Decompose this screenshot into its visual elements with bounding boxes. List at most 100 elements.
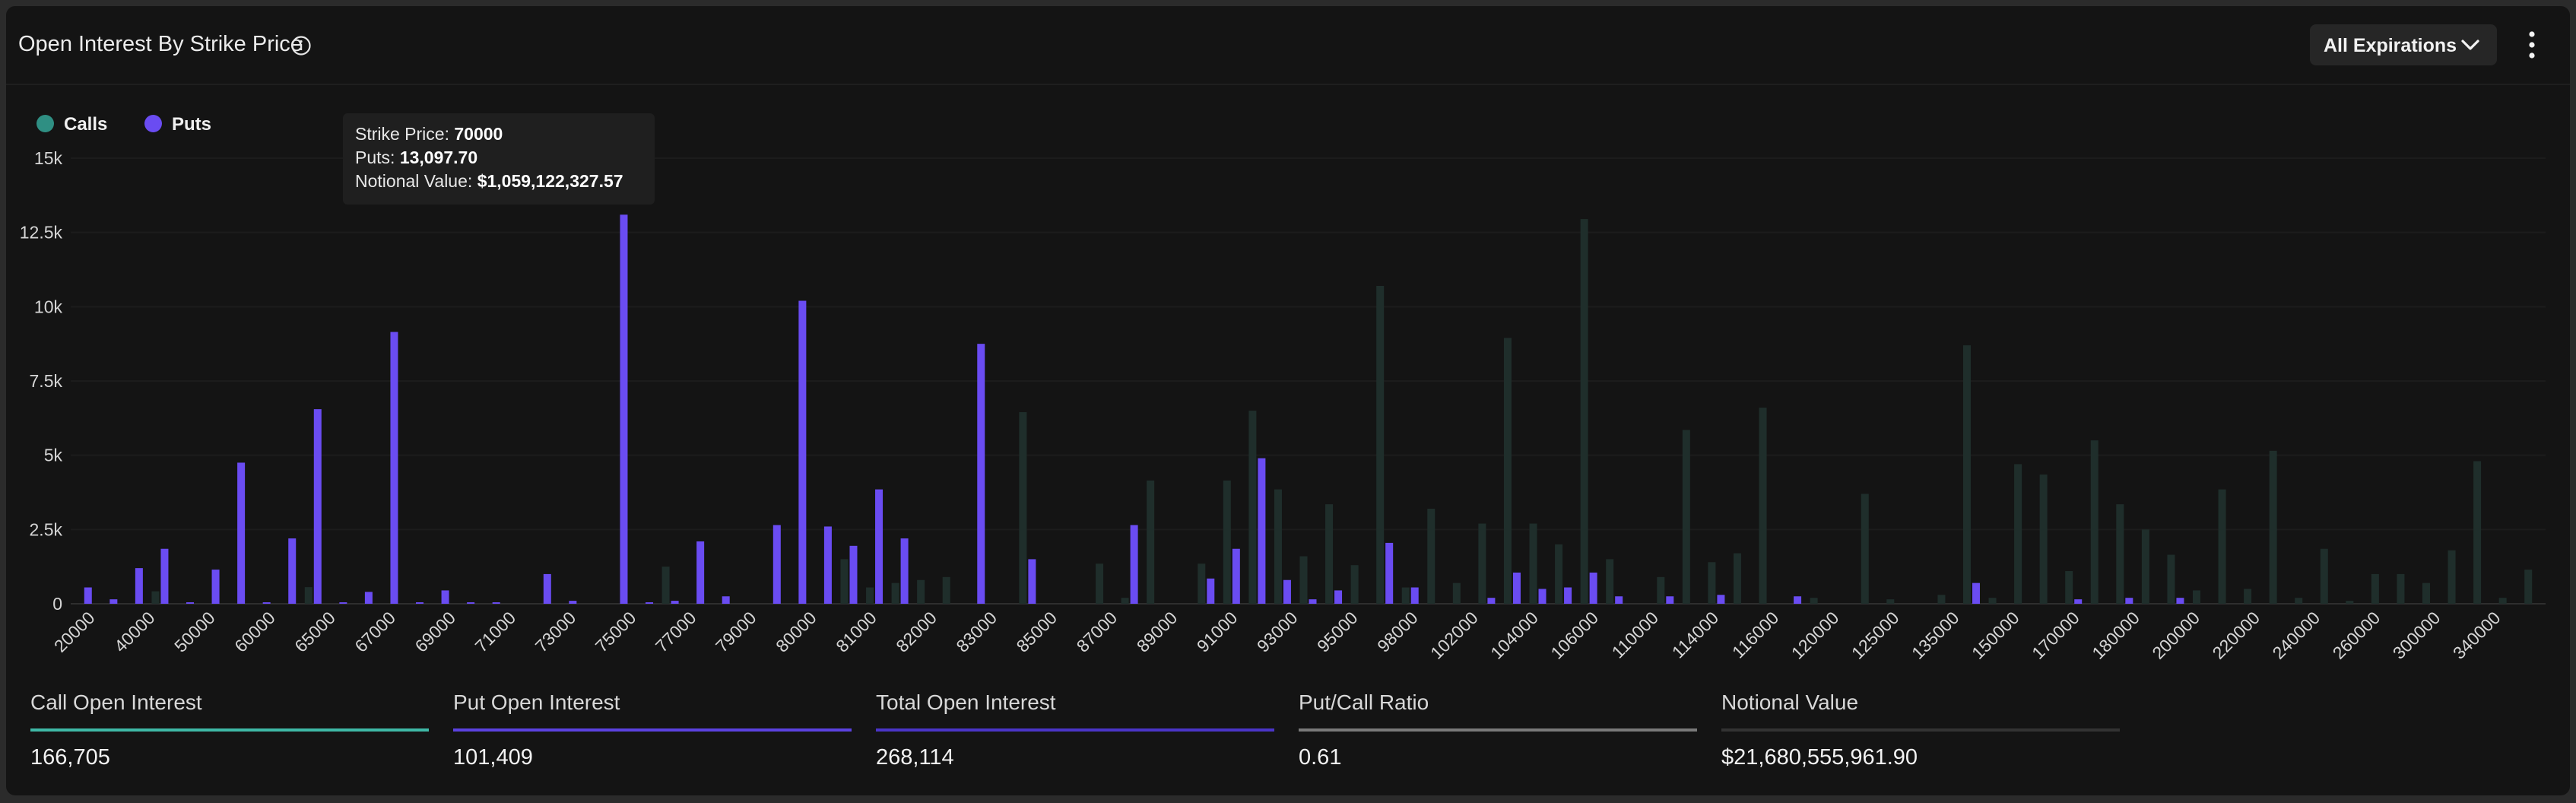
puts-bar — [237, 462, 246, 604]
x-tick-label: 260000 — [2329, 608, 2384, 663]
calls-bar — [1147, 480, 1155, 604]
puts-bar — [135, 568, 143, 604]
x-tick-label: 340000 — [2449, 608, 2505, 663]
calls-bar — [2422, 582, 2430, 604]
puts-bar — [1512, 572, 1521, 604]
puts-bar — [160, 548, 169, 604]
chart-title: Open Interest By Strike Price — [18, 32, 303, 56]
calls-bar — [2218, 489, 2226, 604]
x-tick-label: 79000 — [712, 608, 760, 656]
summary-stats: Call Open Interest 166,705 Put Open Inte… — [6, 690, 2570, 789]
puts-bar — [2176, 598, 2184, 604]
chevron-down-icon — [2461, 40, 2479, 50]
calls-bar — [1299, 556, 1308, 604]
puts-bar — [696, 541, 705, 604]
x-tick-label: 106000 — [1547, 608, 1602, 663]
calls-bar — [1121, 598, 1129, 604]
x-tick-label: 150000 — [1968, 608, 2023, 663]
calls-bar — [1427, 508, 1436, 604]
puts-bar — [1258, 458, 1266, 604]
x-tick-label: 77000 — [652, 608, 700, 656]
x-tick-label: 104000 — [1486, 608, 1542, 663]
stat-label: Notional Value — [1721, 690, 1859, 714]
x-tick-label: 116000 — [1728, 608, 1782, 662]
puts-bar — [416, 602, 424, 604]
puts-bar — [977, 344, 985, 604]
calls-bar — [2448, 550, 2456, 604]
y-tick-label: 12.5k — [20, 223, 63, 243]
calls-bar — [1376, 285, 1385, 604]
x-tick-label: 81000 — [832, 608, 880, 656]
puts-bar — [1487, 598, 1496, 604]
x-tick-label: 60000 — [230, 608, 279, 656]
puts-bar — [1334, 590, 1343, 604]
tooltip-puts: Puts: 13,097.70 — [355, 148, 477, 168]
tooltip-strike-label: Strike Price: — [355, 124, 449, 144]
puts-bar — [849, 545, 858, 604]
more-vertical-icon[interactable] — [2520, 26, 2544, 64]
puts-bar — [2125, 598, 2133, 604]
y-tick-label: 5k — [44, 446, 63, 465]
calls-bar — [1274, 489, 1282, 604]
calls-bar — [2498, 598, 2507, 604]
legend-label-calls: Calls — [64, 114, 108, 135]
calls-bar — [1886, 599, 1895, 604]
x-tick-label: 95000 — [1313, 608, 1362, 656]
stat-label: Call Open Interest — [30, 690, 202, 714]
calls-bar — [1580, 219, 1588, 604]
puts-bar — [1207, 578, 1215, 604]
calls-bar — [840, 559, 849, 604]
calls-bar — [2524, 570, 2533, 604]
calls-bar — [1657, 576, 1665, 604]
x-tick-label: 20000 — [50, 608, 99, 656]
open-interest-panel: Open Interest By Strike Price All Expira… — [6, 6, 2570, 795]
puts-bar — [339, 602, 347, 604]
calls-bar — [1861, 494, 1869, 604]
calls-bar — [2141, 529, 2149, 604]
x-tick-label: 89000 — [1133, 608, 1182, 656]
puts-bar — [364, 592, 373, 604]
stat-value: $21,680,555,961.90 — [1721, 745, 1918, 770]
calls-bar — [1682, 430, 1690, 604]
x-tick-label: 82000 — [892, 608, 941, 656]
puts-bar — [1410, 587, 1419, 604]
tooltip-puts-label: Puts: — [355, 148, 395, 167]
calls-bar — [2014, 464, 2022, 604]
x-tick-label: 114000 — [1668, 608, 1722, 662]
stat-value: 0.61 — [1299, 745, 1342, 770]
x-tick-label: 220000 — [2208, 608, 2264, 663]
tooltip-notional-value: $1,059,122,327.57 — [477, 171, 623, 191]
calls-bar — [2039, 474, 2048, 604]
calls-bar — [1248, 411, 1257, 604]
calls-bar — [1529, 523, 1537, 604]
calls-bar — [151, 591, 160, 604]
info-circle-icon[interactable] — [290, 35, 312, 56]
tooltip-notional-label: Notional Value: — [355, 171, 473, 191]
calls-bar — [917, 579, 925, 604]
x-tick-label: 180000 — [2088, 608, 2143, 663]
stat-value: 166,705 — [30, 745, 110, 770]
puts-bar — [2074, 599, 2083, 604]
puts-bar — [1028, 559, 1036, 604]
tooltip-puts-value: 13,097.70 — [399, 148, 478, 167]
x-tick-label: 240000 — [2269, 608, 2324, 663]
calls-bar — [2192, 590, 2200, 604]
tooltip-strike-value: 70000 — [454, 124, 503, 144]
x-tick-label: 300000 — [2389, 608, 2444, 663]
stat-underline — [876, 728, 1274, 732]
x-tick-label: 80000 — [772, 608, 820, 656]
all-expirations-dropdown[interactable]: All Expirations — [2310, 24, 2497, 65]
calls-bar — [1962, 345, 1971, 604]
puts-bar — [1589, 572, 1597, 604]
x-tick-label: 91000 — [1193, 608, 1242, 656]
calls-bar — [2244, 589, 2252, 604]
calls-bar — [1019, 412, 1027, 604]
calls-bar — [1937, 595, 1946, 604]
tooltip-strike: Strike Price: 70000 — [355, 124, 503, 144]
puts-bar — [262, 602, 271, 604]
puts-bar — [1666, 596, 1674, 604]
puts-bar — [722, 596, 730, 604]
puts-bar — [798, 300, 807, 604]
puts-bar — [492, 602, 500, 604]
puts-bar — [875, 489, 884, 604]
